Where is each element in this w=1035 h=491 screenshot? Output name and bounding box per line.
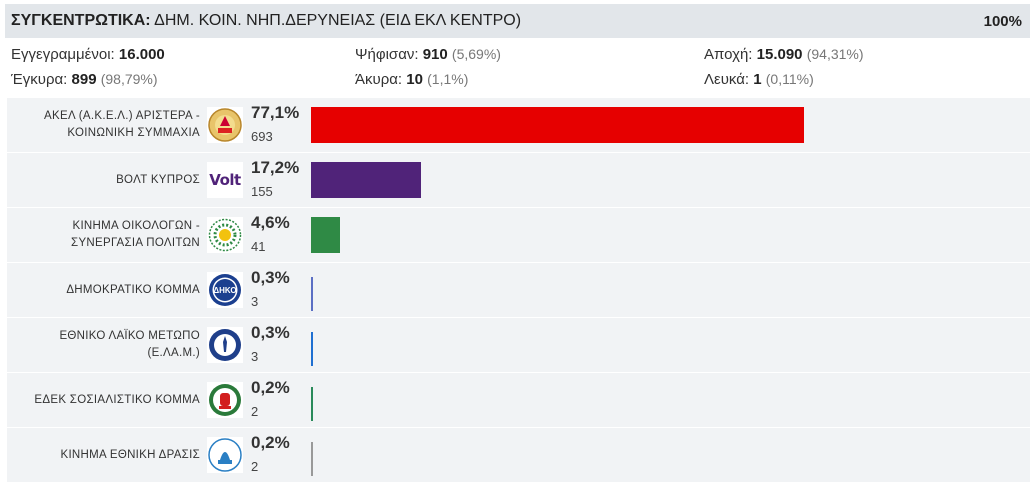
bar-track — [311, 327, 951, 366]
turnout-stats: Εγγεγραμμένοι: 16.000 Ψήφισαν: 910 (5,69… — [5, 38, 1030, 96]
national-action-logo-icon — [207, 437, 243, 473]
party-votes: 3 — [251, 349, 259, 364]
stat-valid-value: 899 — [71, 71, 97, 88]
party-percent: 77,1% — [251, 103, 300, 122]
stat-blank: Λευκά: 1 (0,11%) — [704, 71, 814, 88]
party-votes: 2 — [251, 404, 259, 419]
bar-track — [311, 162, 951, 198]
party-votes: 41 — [251, 239, 266, 254]
stat-invalid-label: Άκυρα: — [355, 71, 403, 88]
party-percent: 0,2% — [251, 378, 290, 397]
party-name: ΕΘΝΙΚΟ ΛΑΪΚΟ ΜΕΤΩΠΟ (Ε.ΛΑ.Μ.) — [7, 318, 200, 372]
result-bar — [311, 217, 340, 253]
party-name: ΔΗΜΟΚΡΑΤΙΚΟ ΚΟΜΜΑ — [7, 263, 200, 317]
stat-abstention: Αποχή: 15.090 (94,31%) — [704, 46, 864, 63]
elam-logo-icon — [207, 327, 243, 363]
stat-voted-label: Ψήφισαν: — [355, 46, 419, 63]
party-percent: 17,2% — [251, 158, 300, 177]
stat-abstention-value: 15.090 — [756, 46, 803, 63]
party-name-line: ΑΚΕΛ (Α.Κ.Ε.Λ.) ΑΡΙΣΤΕΡΑ - — [44, 110, 200, 122]
party-row: ΚΙΝΗΜΑ ΕΘΝΙΚΗ ΔΡΑΣΙΣ 0,2% 2 — [7, 428, 1030, 483]
party-percent: 0,3% — [251, 268, 290, 287]
result-bar — [311, 107, 804, 143]
party-row: ΕΔΕΚ ΣΟΣΙΑΛΙΣΤΙΚΟ ΚΟΜΜΑ 0,2% 2 — [7, 373, 1030, 428]
party-percent: 4,6% — [251, 213, 290, 232]
party-name: ΚΙΝΗΜΑ ΕΘΝΙΚΗ ΔΡΑΣΙΣ — [7, 428, 200, 482]
stat-registered: Εγγεγραμμένοι: 16.000 — [11, 46, 165, 63]
stat-voted-percent: (5,69%) — [451, 46, 501, 62]
party-votes: 155 — [251, 184, 273, 199]
party-name-line: ΚΙΝΗΜΑ ΕΘΝΙΚΗ ΔΡΑΣΙΣ — [60, 448, 200, 461]
party-name: ΒΟΛΤ ΚΥΠΡΟΣ — [7, 153, 200, 207]
bar-track — [311, 437, 951, 476]
bar-track — [311, 272, 951, 311]
party-name: ΕΔΕΚ ΣΟΣΙΑΛΙΣΤΙΚΟ ΚΟΜΜΑ — [7, 373, 200, 427]
party-results-list: ΑΚΕΛ (Α.Κ.Ε.Λ.) ΑΡΙΣΤΕΡΑ - ΚΟΙΝΩΝΙΚΗ ΣΥΜΜ… — [7, 98, 1030, 483]
stat-valid-percent: (98,79%) — [100, 71, 158, 87]
result-bar — [311, 442, 313, 476]
volt-logo-icon: Volt — [207, 162, 243, 198]
ecologists-logo-icon — [207, 217, 243, 253]
result-bar — [311, 277, 313, 311]
stat-blank-percent: (0,11%) — [765, 71, 814, 87]
stat-blank-label: Λευκά: — [704, 71, 750, 88]
bar-track — [311, 217, 951, 253]
page-title: ΣΥΓΚΕΝΤΡΩΤΙΚΑ: ΔΗΜ. ΚΟΙΝ. ΝΗΠ.ΔΕΡΥΝΕΙΑΣ … — [11, 12, 521, 30]
party-row: ΚΙΝΗΜΑ ΟΙΚΟΛΟΓΩΝ - ΣΥΝΕΡΓΑΣΙΑ ΠΟΛΙΤΩΝ 4,6%… — [7, 208, 1030, 263]
svg-text:ΔΗΚΟ: ΔΗΚΟ — [213, 286, 236, 295]
party-name-line: ΚΙΝΗΜΑ ΟΙΚΟΛΟΓΩΝ - — [72, 220, 200, 232]
party-name: ΑΚΕΛ (Α.Κ.Ε.Λ.) ΑΡΙΣΤΕΡΑ - ΚΟΙΝΩΝΙΚΗ ΣΥΜΜ… — [7, 98, 200, 152]
party-name-line: ΚΟΙΝΩΝΙΚΗ ΣΥΜΜΑΧΙΑ — [67, 127, 200, 139]
party-row: ΔΗΜΟΚΡΑΤΙΚΟ ΚΟΜΜΑ ΔΗΚΟ 0,3% 3 — [7, 263, 1030, 318]
party-votes: 3 — [251, 294, 259, 309]
bar-track — [311, 382, 951, 421]
results-header: ΣΥΓΚΕΝΤΡΩΤΙΚΑ: ΔΗΜ. ΚΟΙΝ. ΝΗΠ.ΔΕΡΥΝΕΙΑΣ … — [5, 4, 1030, 38]
party-name-line: (Ε.ΛΑ.Μ.) — [147, 347, 200, 359]
stat-abstention-percent: (94,31%) — [806, 46, 864, 62]
party-name: ΚΙΝΗΜΑ ΟΙΚΟΛΟΓΩΝ - ΣΥΝΕΡΓΑΣΙΑ ΠΟΛΙΤΩΝ — [7, 208, 200, 262]
stat-registered-label: Εγγεγραμμένοι: — [11, 46, 115, 63]
stat-invalid-value: 10 — [406, 71, 423, 88]
bar-track — [311, 107, 951, 143]
party-percent: 0,3% — [251, 323, 290, 342]
stat-voted: Ψήφισαν: 910 (5,69%) — [355, 46, 501, 63]
stat-blank-value: 1 — [753, 71, 762, 88]
volt-logo-text: Volt — [209, 171, 241, 189]
stat-valid-label: Έγκυρα: — [11, 71, 68, 88]
party-name-line: ΒΟΛΤ ΚΥΠΡΟΣ — [116, 173, 200, 186]
stat-invalid: Άκυρα: 10 (1,1%) — [355, 71, 468, 88]
party-row: ΒΟΛΤ ΚΥΠΡΟΣ Volt 17,2% 155 — [7, 153, 1030, 208]
stat-voted-value: 910 — [422, 46, 448, 63]
party-name-line: ΕΔΕΚ ΣΟΣΙΑΛΙΣΤΙΚΟ ΚΟΜΜΑ — [34, 393, 200, 406]
stat-abstention-label: Αποχή: — [704, 46, 753, 63]
title-district: ΔΗΜ. ΚΟΙΝ. ΝΗΠ.ΔΕΡΥΝΕΙΑΣ (ΕΙΔ ΕΚΛ ΚΕΝΤΡΟ… — [154, 12, 522, 29]
stat-valid: Έγκυρα: 899 (98,79%) — [11, 71, 158, 88]
stat-registered-value: 16.000 — [118, 46, 165, 63]
percent-counted: 100% — [983, 12, 1022, 30]
stat-invalid-percent: (1,1%) — [427, 71, 469, 87]
party-percent: 0,2% — [251, 433, 290, 452]
title-bold: ΣΥΓΚΕΝΤΡΩΤΙΚΑ: — [11, 12, 151, 29]
result-bar — [311, 387, 313, 421]
edek-logo-icon — [207, 382, 243, 418]
akel-logo-icon — [207, 107, 243, 143]
party-votes: 2 — [251, 459, 259, 474]
party-votes: 693 — [251, 129, 273, 144]
party-row: ΕΘΝΙΚΟ ΛΑΪΚΟ ΜΕΤΩΠΟ (Ε.ΛΑ.Μ.) 0,3% 3 — [7, 318, 1030, 373]
party-name-line: ΣΥΝΕΡΓΑΣΙΑ ΠΟΛΙΤΩΝ — [71, 237, 200, 249]
party-name-line: ΔΗΜΟΚΡΑΤΙΚΟ ΚΟΜΜΑ — [66, 283, 200, 296]
result-bar — [311, 162, 421, 198]
diko-logo-icon: ΔΗΚΟ — [207, 272, 243, 308]
party-row: ΑΚΕΛ (Α.Κ.Ε.Λ.) ΑΡΙΣΤΕΡΑ - ΚΟΙΝΩΝΙΚΗ ΣΥΜΜ… — [7, 98, 1030, 153]
party-name-line: ΕΘΝΙΚΟ ΛΑΪΚΟ ΜΕΤΩΠΟ — [59, 330, 200, 342]
result-bar — [311, 332, 313, 366]
